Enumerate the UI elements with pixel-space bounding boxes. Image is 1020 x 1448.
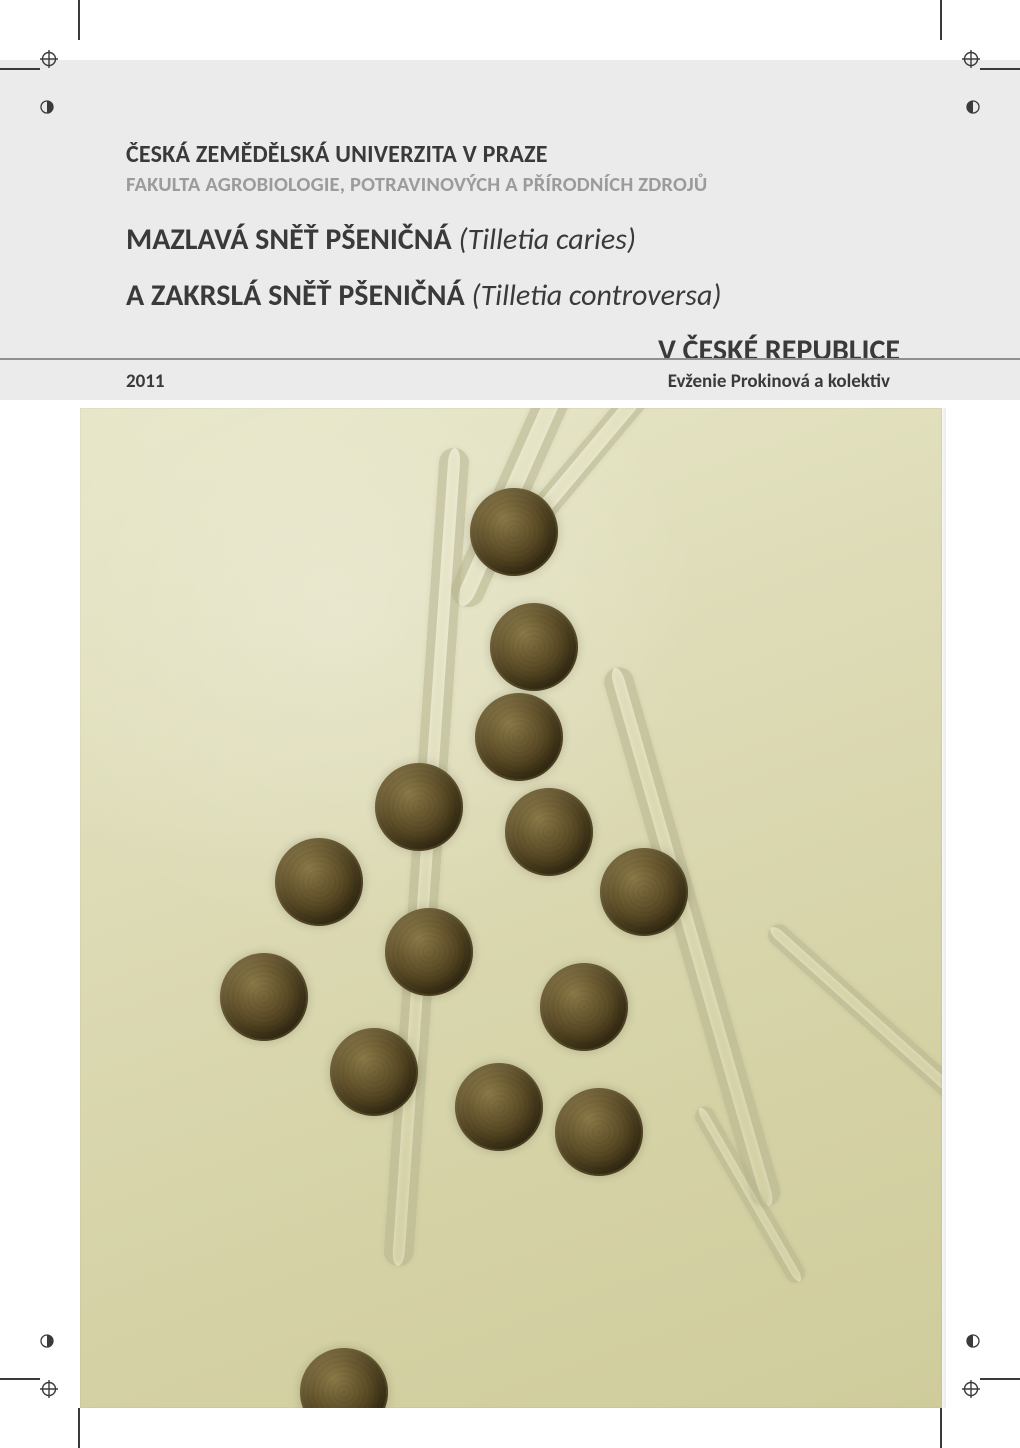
spore: [275, 838, 363, 926]
hypha: [383, 447, 470, 1267]
spore: [455, 1063, 543, 1151]
horizontal-rule: [0, 358, 1020, 360]
title-2-bold: A ZAKRSLÁ SNĚŤ PŠENIČNÁ: [126, 277, 465, 314]
title-line-2: A ZAKRSLÁ SNĚŤ PŠENIČNÁ (Tilletia contro…: [126, 277, 910, 315]
cover-microscope-photo: [80, 408, 942, 1408]
spore: [505, 788, 593, 876]
authors: Evženie Prokinová a kolektiv: [668, 370, 890, 393]
spore: [600, 848, 688, 936]
title-line-1: MAZLAVÁ SNĚŤ PŠENIČNÁ (Tilletia caries): [126, 221, 910, 259]
faculty-name: FAKULTA AGROBIOLOGIE, POTRAVINOVÝCH A PŘ…: [126, 171, 910, 197]
subtitle: V ČESKÉ REPUBLICE: [126, 332, 910, 369]
meta-row: 2011 Evženie Prokinová a kolektiv: [126, 370, 890, 393]
spore: [385, 908, 473, 996]
page-root: ČESKÁ ZEMĚDĚLSKÁ UNIVERZITA V PRAZE FAKU…: [0, 0, 1020, 1448]
spore: [220, 953, 308, 1041]
content-area: ČESKÁ ZEMĚDĚLSKÁ UNIVERZITA V PRAZE FAKU…: [0, 0, 1020, 1448]
spore: [330, 1028, 418, 1116]
university-name: ČESKÁ ZEMĚDĚLSKÁ UNIVERZITA V PRAZE: [126, 140, 910, 169]
spore: [300, 1348, 388, 1408]
spore: [375, 763, 463, 851]
spore: [555, 1088, 643, 1176]
year: 2011: [126, 370, 165, 393]
title-2-latin: (Tilletia controversa): [471, 277, 721, 314]
photo-edge-shadow: [940, 408, 946, 1408]
spore: [470, 488, 558, 576]
title-1-latin: (Tilletia caries): [459, 221, 636, 258]
spore: [475, 693, 563, 781]
spore: [540, 963, 628, 1051]
hypha: [764, 920, 942, 1164]
header-text-block: ČESKÁ ZEMĚDĚLSKÁ UNIVERZITA V PRAZE FAKU…: [126, 140, 910, 369]
spore: [490, 603, 578, 691]
title-1-bold: MAZLAVÁ SNĚŤ PŠENIČNÁ: [126, 221, 452, 258]
